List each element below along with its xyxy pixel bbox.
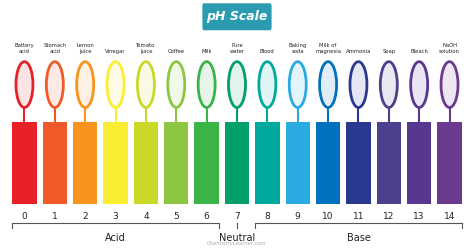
Circle shape xyxy=(319,62,337,107)
Text: 11: 11 xyxy=(353,212,364,221)
Circle shape xyxy=(410,62,428,107)
Bar xyxy=(255,122,280,204)
Text: 2: 2 xyxy=(82,212,88,221)
Text: Neutral: Neutral xyxy=(219,233,255,243)
Text: 9: 9 xyxy=(295,212,301,221)
Text: Milk: Milk xyxy=(201,49,212,54)
Text: 7: 7 xyxy=(234,212,240,221)
Text: Base: Base xyxy=(346,233,370,243)
Bar xyxy=(73,122,97,204)
Circle shape xyxy=(107,62,124,107)
Circle shape xyxy=(351,64,366,105)
Text: Soap: Soap xyxy=(382,49,395,54)
Text: Battery
acid: Battery acid xyxy=(15,43,34,54)
Bar xyxy=(438,122,462,204)
Circle shape xyxy=(16,62,33,107)
Bar xyxy=(194,122,219,204)
Text: Blood: Blood xyxy=(260,49,275,54)
Text: 6: 6 xyxy=(204,212,210,221)
Bar xyxy=(377,122,401,204)
Text: NaOH
solution: NaOH solution xyxy=(439,43,460,54)
Circle shape xyxy=(289,62,306,107)
Text: Acid: Acid xyxy=(105,233,126,243)
Text: Milk of
magnesia: Milk of magnesia xyxy=(315,43,341,54)
Circle shape xyxy=(137,62,155,107)
Circle shape xyxy=(380,62,397,107)
FancyBboxPatch shape xyxy=(202,3,272,30)
Circle shape xyxy=(138,64,154,105)
Text: ChemistryLearner.com: ChemistryLearner.com xyxy=(207,242,267,247)
Text: Vinegar: Vinegar xyxy=(105,49,126,54)
Bar xyxy=(225,122,249,204)
Circle shape xyxy=(381,64,396,105)
Circle shape xyxy=(78,64,93,105)
Circle shape xyxy=(229,64,245,105)
Bar xyxy=(12,122,36,204)
Circle shape xyxy=(199,64,214,105)
Circle shape xyxy=(320,64,336,105)
Text: 13: 13 xyxy=(413,212,425,221)
Circle shape xyxy=(198,62,215,107)
Bar xyxy=(164,122,189,204)
Bar xyxy=(346,122,371,204)
Text: 12: 12 xyxy=(383,212,394,221)
Bar xyxy=(103,122,128,204)
Circle shape xyxy=(350,62,367,107)
Bar xyxy=(134,122,158,204)
Text: 4: 4 xyxy=(143,212,149,221)
Text: 5: 5 xyxy=(173,212,179,221)
Circle shape xyxy=(108,64,123,105)
Text: Bleach: Bleach xyxy=(410,49,428,54)
Circle shape xyxy=(290,64,305,105)
Text: pH Scale: pH Scale xyxy=(206,10,268,23)
Text: Ammonia: Ammonia xyxy=(346,49,371,54)
Circle shape xyxy=(442,64,457,105)
Text: 3: 3 xyxy=(113,212,118,221)
Circle shape xyxy=(46,62,64,107)
Bar xyxy=(43,122,67,204)
Bar xyxy=(316,122,340,204)
Text: 1: 1 xyxy=(52,212,58,221)
Circle shape xyxy=(169,64,184,105)
Text: Stomach
acid: Stomach acid xyxy=(43,43,66,54)
Text: Baking
soda: Baking soda xyxy=(289,43,307,54)
Circle shape xyxy=(411,64,427,105)
Text: Lemon
juice: Lemon juice xyxy=(76,43,94,54)
Circle shape xyxy=(228,62,246,107)
Text: 10: 10 xyxy=(322,212,334,221)
Circle shape xyxy=(77,62,94,107)
Text: 0: 0 xyxy=(22,212,27,221)
Circle shape xyxy=(47,64,63,105)
Circle shape xyxy=(17,64,32,105)
Text: Coffee: Coffee xyxy=(168,49,185,54)
Circle shape xyxy=(259,62,276,107)
Bar xyxy=(285,122,310,204)
Bar xyxy=(407,122,431,204)
Text: 8: 8 xyxy=(264,212,270,221)
Circle shape xyxy=(260,64,275,105)
Text: 14: 14 xyxy=(444,212,455,221)
Circle shape xyxy=(441,62,458,107)
Text: Pure
water: Pure water xyxy=(229,43,245,54)
Circle shape xyxy=(168,62,185,107)
Text: Tomato
juice: Tomato juice xyxy=(137,43,155,54)
